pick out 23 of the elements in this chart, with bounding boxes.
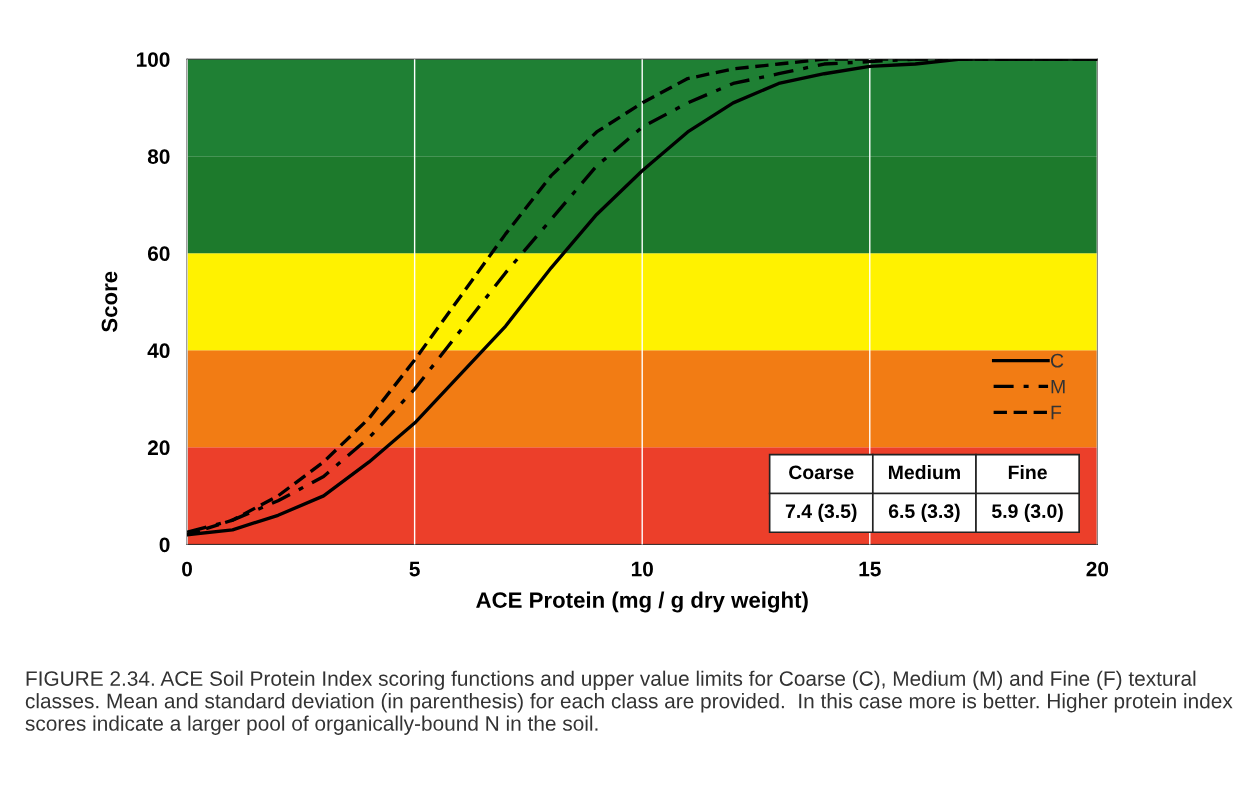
legend-label: C (1051, 353, 1064, 368)
y-tick-label: 20 (147, 440, 170, 456)
x-axis-title: ACE Protein (mg / g dry weight) (476, 591, 808, 613)
x-tick-label: 15 (859, 561, 881, 577)
x-tick-label: 5 (409, 561, 420, 577)
y-tick-label: 60 (147, 246, 170, 262)
annotation: 7.4 (3.5) (785, 503, 857, 522)
legend-label: M (1051, 379, 1065, 394)
x-tick-label: 10 (631, 561, 653, 577)
y-axis-title: Score (101, 271, 118, 333)
annotation: 6.5 (3.3) (888, 503, 960, 522)
caption: FIGURE 2.34. ACE Soil Protein Index scoring functions and upper value limits for Coarse (C), Medium (M) and Fine (F) textural classes. Mean and standard deviation (in parenthesis) for each class are provided. In this case more is better. Higher protein index scores indicate a larger pool of organically-bound N in the soil. (25, 670, 1233, 735)
legend-label: F (1051, 405, 1062, 420)
y-tick-label: 0 (159, 537, 170, 553)
y-tick-label: 100 (136, 52, 170, 67)
annotation: Coarse (789, 465, 854, 480)
annotation: Fine (1008, 464, 1047, 480)
annotation: 5.9 (3.0) (991, 503, 1063, 522)
x-tick-label: 20 (1086, 561, 1109, 577)
y-tick-label: 80 (147, 149, 170, 164)
annotation: Medium (888, 464, 960, 480)
y-tick-label: 40 (147, 343, 170, 359)
x-tick-label: 0 (182, 561, 192, 577)
